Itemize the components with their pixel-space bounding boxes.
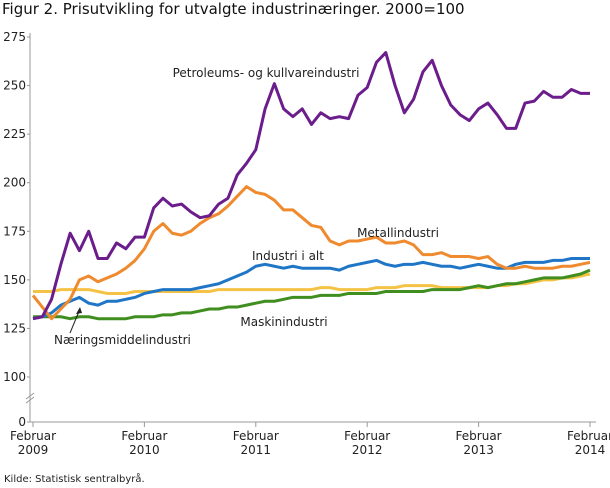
- y-tick-label: 175: [3, 224, 26, 238]
- y-tick-label: 275: [3, 30, 26, 44]
- label-arrowhead: [76, 307, 82, 314]
- y-tick-label: 0: [18, 415, 26, 429]
- axis-break: [25, 392, 35, 400]
- y-tick-label: 250: [3, 79, 26, 93]
- chart-title: Figur 2. Prisutvikling for utvalgte indu…: [2, 0, 465, 18]
- series-line: [32, 256, 590, 321]
- y-tick-label: 225: [3, 127, 26, 141]
- x-tick-label: Februar 2014: [567, 429, 610, 457]
- y-tick-label: 200: [3, 176, 26, 190]
- y-tick-label: 150: [3, 273, 26, 287]
- x-tick-label: Februar 2012: [344, 429, 390, 457]
- series-label: Industri i alt: [252, 249, 324, 263]
- y-tick-label: 125: [3, 321, 26, 335]
- series-label: Petroleums- og kullvareindustri: [173, 66, 360, 80]
- x-tick-label: Februar 2009: [10, 429, 56, 457]
- series-label: Næringsmiddelindustri: [54, 333, 191, 347]
- series-label: Maskinindustri: [240, 315, 327, 329]
- x-tick-label: Februar 2011: [233, 429, 279, 457]
- axis-break: [25, 396, 35, 404]
- series-label: Metallindustri: [357, 226, 439, 240]
- source: Kilde: Statistisk sentralbyrå.: [4, 472, 145, 485]
- series-line: [33, 268, 591, 321]
- series-line: [32, 51, 590, 321]
- y-tick-label: 100: [3, 370, 26, 384]
- series-line: [31, 185, 591, 321]
- x-tick-label: Februar 2010: [121, 429, 167, 457]
- x-tick-label: Februar 2013: [456, 429, 502, 457]
